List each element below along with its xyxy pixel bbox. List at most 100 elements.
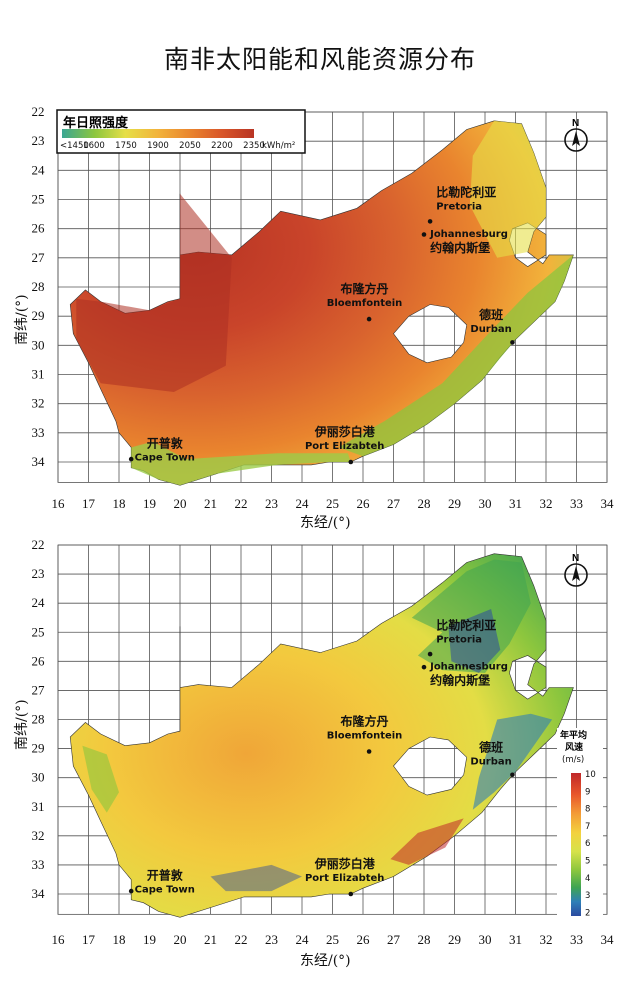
y-tick-label: 22 — [32, 537, 45, 552]
wind-legend-tick: 9 — [585, 787, 590, 797]
y-tick-label: 34 — [32, 454, 46, 469]
y-tick-label: 29 — [32, 741, 45, 756]
city-label-cn: 德班 — [479, 739, 503, 754]
x-tick-label: 19 — [143, 932, 156, 947]
city-label-cn: 比勒陀利亚 — [436, 617, 496, 632]
x-tick-label: 24 — [296, 932, 310, 947]
city-label-en: Pretoria — [436, 634, 482, 645]
solar-legend-tick: 1600 — [83, 141, 105, 151]
city-dot — [348, 891, 354, 897]
north-label: N — [572, 118, 579, 129]
x-tick-label: 27 — [387, 932, 401, 947]
wind-legend-tick: 8 — [585, 805, 590, 815]
solar-legend-bar — [62, 129, 254, 138]
wind-legend-tick: 2 — [585, 908, 590, 918]
shade-region — [131, 441, 351, 486]
city-label-cn: 伊丽莎白港 — [314, 856, 376, 871]
y-tick-label: 31 — [32, 367, 45, 382]
x-tick-label: 29 — [448, 932, 461, 947]
north-arrow-icon: N — [564, 118, 588, 152]
x-tick-label: 20 — [174, 496, 187, 511]
y-tick-label: 29 — [32, 308, 45, 323]
shade-region — [76, 193, 232, 392]
x-tick-label: 18 — [113, 932, 126, 947]
x-tick-label: 19 — [143, 496, 156, 511]
wind-legend-tick: 3 — [585, 891, 590, 901]
y-tick-label: 28 — [32, 279, 45, 294]
x-tick-label: 33 — [570, 496, 583, 511]
city-label-en: Johannesburg — [429, 229, 508, 240]
city-dot — [421, 664, 427, 670]
y-tick-label: 23 — [32, 566, 45, 581]
city-dot — [366, 316, 372, 322]
solar-legend-title: 年日照强度 — [63, 115, 129, 131]
city-label-cn: 开普敦 — [147, 435, 184, 450]
x-tick-label: 32 — [540, 932, 553, 947]
city-label-cn: 比勒陀利亚 — [436, 185, 496, 200]
y-tick-label: 30 — [32, 770, 45, 785]
city-label-en: Johannesburg — [429, 662, 508, 673]
shade-region — [338, 254, 574, 457]
city-label-en: Pretoria — [436, 202, 482, 213]
wind-y-axis-label: 南纬/(°) — [14, 699, 30, 750]
wind-legend: 年平均 风速 (m/s) 10 9 8 7 6 5 4 3 2 — [557, 728, 603, 924]
y-tick-label: 22 — [32, 104, 45, 119]
city-label-cn: 布隆方丹 — [341, 281, 389, 296]
shade-region — [411, 559, 531, 673]
city-dot — [510, 340, 515, 345]
page-title: 南非太阳能和风能资源分布 — [163, 45, 476, 74]
shade-region — [210, 864, 302, 892]
city-dot — [421, 232, 427, 237]
x-tick-label: 16 — [52, 496, 66, 511]
y-tick-label: 32 — [32, 396, 45, 411]
x-tick-label: 16 — [52, 932, 66, 947]
wind-legend-title-2: 风速 — [565, 741, 583, 753]
shade-region — [448, 609, 501, 673]
x-tick-label: 31 — [509, 496, 522, 511]
city-label-en: Port Elizabteh — [305, 441, 385, 452]
y-tick-label: 23 — [32, 133, 45, 148]
shade-region — [472, 713, 553, 810]
y-tick-label: 34 — [32, 886, 46, 901]
x-tick-label: 18 — [113, 496, 126, 511]
x-tick-label: 33 — [570, 932, 583, 947]
city-label-cn: 开普敦 — [147, 867, 184, 882]
x-tick-label: 34 — [601, 932, 615, 947]
city-label-en: Bloemfontein — [327, 730, 403, 741]
x-tick-label: 20 — [174, 932, 187, 947]
wind-legend-title-1: 年平均 — [560, 729, 587, 741]
shade-region — [469, 120, 546, 258]
city-label-cn: 布隆方丹 — [341, 713, 389, 728]
city-label-cn: 约翰内斯堡 — [430, 240, 490, 255]
wind-x-axis-label: 东经/(°) — [300, 953, 351, 969]
city-label-en: Durban — [470, 324, 511, 335]
city-label-en: Port Elizabteh — [305, 873, 385, 884]
x-tick-label: 32 — [540, 496, 553, 511]
city-label-cn: 德班 — [479, 307, 503, 322]
city-label-cn: 伊丽莎白港 — [314, 424, 376, 439]
y-tick-label: 33 — [32, 425, 45, 440]
solar-x-axis-label: 东经/(°) — [300, 515, 351, 531]
solar-y-axis-label: 南纬/(°) — [14, 294, 30, 345]
solar-legend-unit: kWh/m² — [262, 141, 295, 151]
x-tick-label: 30 — [479, 932, 492, 947]
y-tick-label: 24 — [32, 595, 46, 610]
x-tick-label: 30 — [479, 496, 492, 511]
city-label-en: Bloemfontein — [327, 298, 403, 309]
y-tick-label: 26 — [32, 221, 46, 236]
y-tick-label: 28 — [32, 712, 45, 727]
city-dot — [427, 219, 433, 224]
x-tick-label: 22 — [235, 496, 248, 511]
x-tick-label: 17 — [82, 496, 96, 511]
north-arrow-icon: N — [564, 553, 588, 587]
wind-legend-unit: (m/s) — [562, 755, 584, 765]
y-tick-label: 27 — [32, 250, 46, 265]
solar-ticks: 16 17 18 19 20 21 22 23 24 25 26 27 28 29 30 31 32 33 34 22… — [32, 104, 615, 511]
solar-legend-tick: 1750 — [115, 141, 137, 151]
city-dot — [128, 888, 134, 894]
y-tick-label: 24 — [32, 162, 46, 177]
wind-legend-tick: 10 — [585, 770, 596, 780]
